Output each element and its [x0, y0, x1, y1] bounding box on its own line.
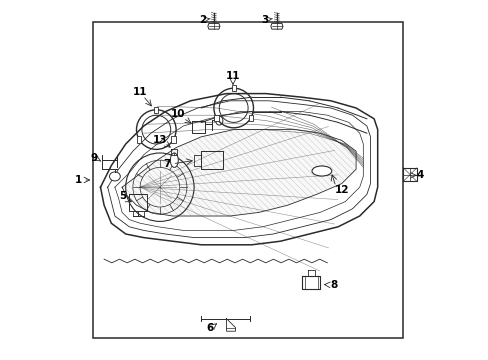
Text: 6: 6: [206, 323, 213, 333]
Ellipse shape: [170, 153, 178, 167]
Bar: [231, 85, 235, 91]
Text: 9: 9: [90, 153, 98, 163]
Bar: [248, 114, 252, 121]
Text: 10: 10: [170, 109, 185, 120]
Text: 5: 5: [119, 191, 126, 201]
Bar: [171, 136, 175, 143]
Text: 13: 13: [152, 135, 167, 145]
Polygon shape: [122, 130, 355, 216]
Polygon shape: [207, 23, 220, 29]
Text: 2: 2: [199, 15, 206, 25]
Bar: [137, 136, 141, 143]
Ellipse shape: [215, 116, 223, 125]
Text: 7: 7: [163, 159, 170, 169]
Bar: [154, 107, 158, 113]
Polygon shape: [270, 23, 283, 29]
Ellipse shape: [311, 166, 331, 176]
Ellipse shape: [109, 172, 120, 181]
Text: 8: 8: [329, 280, 337, 290]
Text: 12: 12: [335, 185, 349, 195]
Text: 4: 4: [415, 170, 423, 180]
Text: 3: 3: [261, 15, 268, 25]
Bar: [93, 22, 402, 338]
Text: 11: 11: [225, 71, 240, 81]
Bar: [214, 114, 218, 121]
Text: 11: 11: [133, 87, 147, 97]
Text: 1: 1: [75, 175, 82, 185]
